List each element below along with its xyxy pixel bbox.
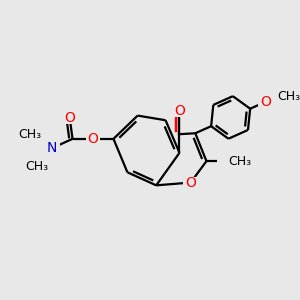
FancyBboxPatch shape <box>183 176 198 189</box>
Text: CH₃: CH₃ <box>25 160 48 173</box>
Text: CH₃: CH₃ <box>228 155 251 168</box>
FancyBboxPatch shape <box>45 142 59 154</box>
Text: O: O <box>64 111 75 125</box>
FancyBboxPatch shape <box>258 96 273 108</box>
FancyBboxPatch shape <box>217 155 239 167</box>
Text: N: N <box>47 141 57 155</box>
Text: O: O <box>174 104 185 118</box>
Text: O: O <box>185 176 196 190</box>
FancyBboxPatch shape <box>35 160 62 173</box>
FancyBboxPatch shape <box>85 133 100 145</box>
Text: O: O <box>88 132 98 146</box>
Text: CH₃: CH₃ <box>277 90 300 103</box>
FancyBboxPatch shape <box>62 112 77 124</box>
Text: O: O <box>260 95 271 109</box>
Text: CH₃: CH₃ <box>18 128 41 141</box>
FancyBboxPatch shape <box>28 128 54 141</box>
FancyBboxPatch shape <box>266 91 289 103</box>
FancyBboxPatch shape <box>172 105 187 117</box>
